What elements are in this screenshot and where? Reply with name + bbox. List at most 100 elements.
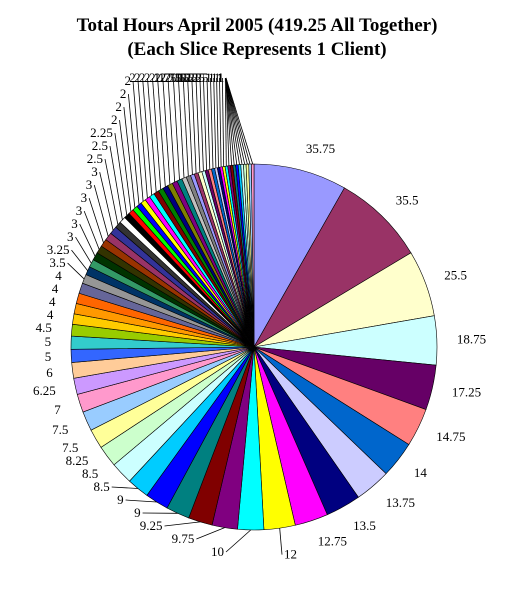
slice-label: 2	[139, 70, 146, 85]
leader-line	[132, 81, 144, 202]
leader-line	[196, 527, 225, 540]
slice-label: 2.25	[90, 125, 113, 140]
leader-line	[119, 120, 132, 212]
leader-line	[142, 77, 153, 196]
leader-line	[88, 197, 104, 243]
leader-line	[216, 77, 219, 168]
leader-lines	[67, 77, 283, 555]
slice-label: 10	[211, 544, 224, 559]
slice-label: 3	[76, 203, 83, 218]
slice-label: 2	[144, 70, 151, 85]
slice-label: 1	[218, 70, 225, 85]
leader-line	[71, 249, 89, 271]
slice-label: 1.25	[182, 70, 205, 85]
slice-label: 35.75	[306, 141, 335, 156]
leader-line	[203, 77, 207, 171]
leader-line	[279, 528, 283, 555]
chart-subtitle: (Each Slice Represents 1 Client)	[127, 39, 387, 60]
slice-label: 3	[86, 177, 93, 192]
leader-line	[225, 77, 243, 165]
slice-label: 12	[284, 547, 297, 562]
leader-line	[83, 210, 100, 250]
slice-label: 4.5	[36, 320, 52, 335]
slice-label: 1.5	[169, 70, 185, 85]
slice-label: 17.25	[452, 385, 481, 400]
slice-label: 9	[134, 505, 141, 520]
slice-label: 6.25	[33, 383, 56, 398]
leader-line	[162, 77, 171, 185]
slice-label: 4	[47, 307, 54, 322]
leader-line	[206, 77, 211, 170]
leader-line	[225, 77, 232, 166]
slice-label: 13.5	[353, 518, 376, 533]
slice-label: 2.5	[87, 151, 103, 166]
slice-label: 3.25	[47, 242, 70, 257]
pie-slice	[253, 187, 412, 348]
leader-line	[99, 172, 114, 231]
leader-line	[93, 184, 109, 237]
slice-label: 2.5	[92, 138, 108, 153]
slice-label: 1.75	[158, 70, 181, 85]
slice-label: 5	[45, 334, 52, 349]
leader-line	[123, 107, 136, 209]
slice-label: 1	[218, 70, 225, 85]
slice-label: 1	[218, 70, 225, 85]
slice-label: 6	[46, 365, 53, 380]
leader-line	[225, 77, 254, 165]
slice-label: 2	[134, 70, 141, 85]
leader-line	[210, 77, 214, 169]
leader-line	[195, 77, 201, 173]
leader-line	[114, 133, 128, 216]
slice-label: 3	[71, 216, 78, 231]
leader-line	[219, 77, 222, 168]
leader-line	[182, 77, 189, 177]
leader-line	[225, 77, 240, 165]
slice-labels: 35.7535.525.518.7517.2514.751413.7513.51…	[33, 70, 486, 562]
slice-label: 8.5	[93, 479, 109, 494]
slice-label: 1	[218, 70, 225, 85]
slice-label: 4	[52, 281, 59, 296]
leader-line	[137, 77, 148, 199]
leader-line	[125, 499, 157, 503]
leader-line	[225, 77, 248, 165]
slice-label: 1	[211, 70, 218, 85]
slice-label: 2	[125, 73, 132, 88]
chart-title: Total Hours April 2005 (419.25 All Toget…	[76, 15, 438, 36]
leader-line	[147, 77, 157, 193]
slice-label: 2	[115, 99, 122, 114]
slice-label: 2	[165, 70, 172, 85]
slice-label: 2	[154, 70, 161, 85]
leader-line	[178, 77, 185, 178]
leader-line	[75, 236, 92, 264]
pie-slice	[253, 163, 345, 349]
slice-label: 3	[67, 229, 74, 244]
slice-label: 1	[217, 70, 224, 85]
slice-label: 8.5	[82, 466, 98, 481]
leader-line	[187, 77, 193, 175]
slice-label: 2	[120, 86, 127, 101]
leader-line	[172, 77, 180, 180]
leader-line	[225, 77, 246, 165]
leader-line	[222, 77, 225, 167]
slice-label: 1.5	[178, 70, 194, 85]
pie-slices	[70, 163, 438, 531]
slice-label: 9.75	[172, 531, 195, 546]
leader-line	[199, 77, 204, 172]
slice-label: 8.25	[66, 453, 89, 468]
slice-label: 14.75	[436, 429, 465, 444]
slice-label: 5	[45, 349, 52, 364]
slice-label: 1.25	[175, 70, 198, 85]
slice-label: 1	[214, 70, 221, 85]
slice-label: 4	[49, 294, 56, 309]
leader-line	[111, 486, 139, 489]
leader-line	[224, 77, 227, 167]
slice-label: 1.25	[179, 70, 202, 85]
slice-label: 7	[54, 402, 61, 417]
slice-label: 3.5	[49, 255, 65, 270]
leader-line	[128, 94, 140, 205]
slice-label: 1	[208, 70, 215, 85]
slice-label: 3	[81, 190, 88, 205]
slice-label: 4	[55, 268, 62, 283]
slice-label: 25.5	[444, 268, 467, 283]
slice-label: 1	[218, 70, 225, 85]
